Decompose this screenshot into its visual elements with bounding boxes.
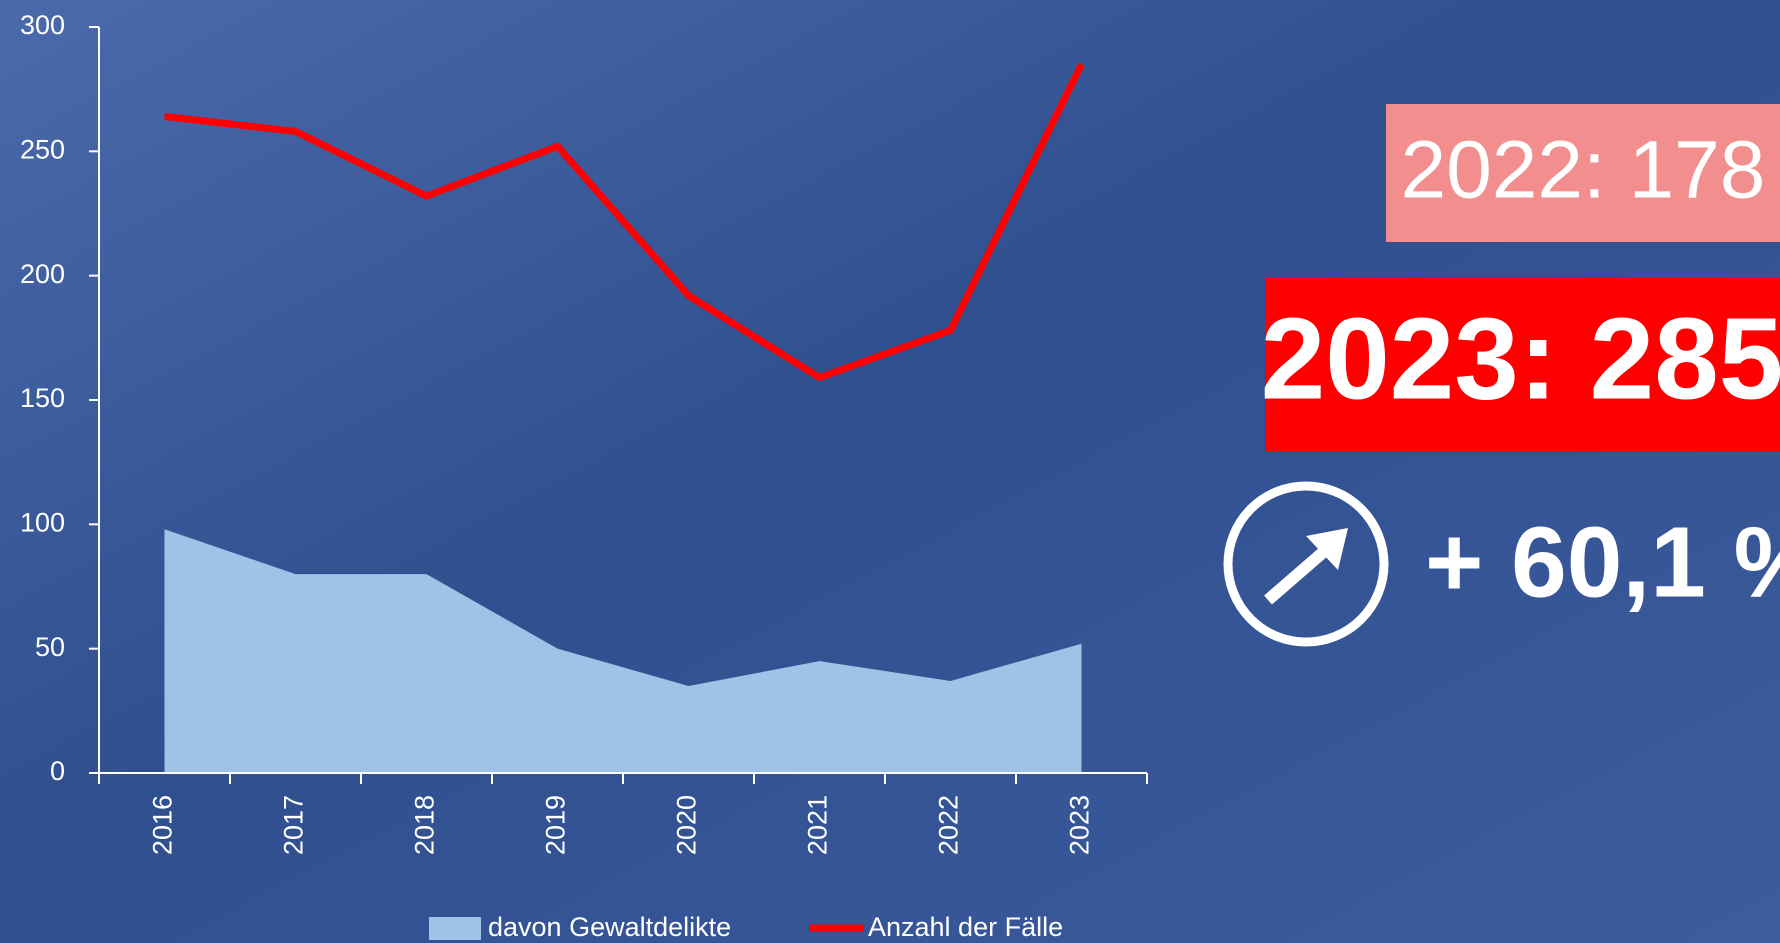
x-tick-label: 2022 xyxy=(934,795,964,855)
x-tick-label: 2019 xyxy=(541,795,571,855)
legend-swatch xyxy=(429,917,481,940)
legend-label: Anzahl der Fälle xyxy=(868,912,1063,942)
annotation: + 60,1 % xyxy=(1425,506,1780,618)
line xyxy=(164,62,1085,382)
x-tick-label: 2021 xyxy=(803,795,833,855)
y-tick-label: 300 xyxy=(20,10,65,40)
y-tick-label: 200 xyxy=(20,259,65,289)
annotation: 2023: 285 xyxy=(1261,294,1780,424)
trend-arrow xyxy=(1264,528,1348,605)
x-tick-label: 2023 xyxy=(1065,795,1095,855)
y-tick-label: 250 xyxy=(20,134,65,164)
x-tick-label: 2020 xyxy=(672,795,702,855)
annotation: 2022: 178 xyxy=(1401,125,1766,216)
x-tick-label: 2017 xyxy=(279,795,309,855)
y-tick-label: 50 xyxy=(35,632,65,662)
area xyxy=(164,529,1082,773)
x-tick-label: 2016 xyxy=(148,795,178,855)
y-tick-label: 100 xyxy=(20,507,65,537)
box-2023 xyxy=(1265,278,1780,452)
y-tick-label: 150 xyxy=(20,383,65,413)
legend-label: davon Gewaltdelikte xyxy=(488,912,731,942)
y-tick-label: 0 xyxy=(50,756,65,786)
box-2022 xyxy=(1386,104,1780,242)
trend-icon xyxy=(1223,481,1389,647)
x-tick-label: 2018 xyxy=(410,795,440,855)
